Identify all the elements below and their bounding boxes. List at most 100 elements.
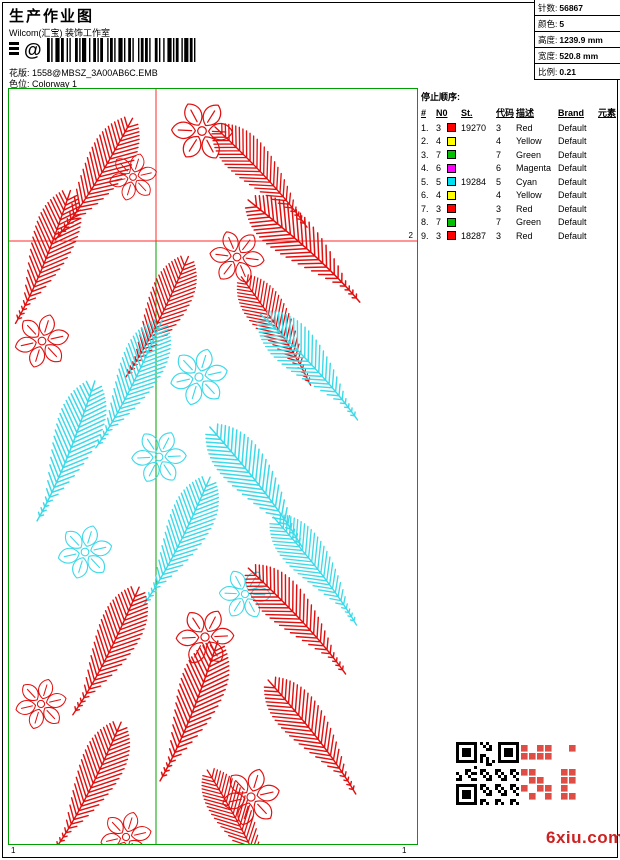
info-label: 针数: <box>538 3 558 13</box>
cell: 2. <box>421 136 429 147</box>
info-row: 颜色: 5 <box>535 16 620 32</box>
column-header: Brand <box>558 107 585 118</box>
flower-motif <box>15 679 67 729</box>
flower-motif <box>14 314 70 368</box>
studio-name: Wilcom(汇宝) 装饰工作室 <box>9 28 110 38</box>
column-header: 元素 <box>598 108 617 118</box>
design-area: 2 <box>0 88 418 860</box>
color-swatch <box>447 217 456 227</box>
cell: 3 <box>436 122 442 133</box>
color-swatch <box>447 204 456 214</box>
cell: Default <box>558 122 587 133</box>
colorway-value: Colorway 1 <box>32 79 78 89</box>
stop-row: 2. 4 4 Yellow Default <box>421 135 617 149</box>
cell: 18287 <box>461 230 487 241</box>
stop-title: 停止顺序: <box>421 92 460 102</box>
cell: Default <box>558 217 587 228</box>
feather-motif <box>235 549 357 694</box>
cell: Default <box>558 190 587 201</box>
info-value: 0.21 <box>559 67 576 77</box>
cell: Default <box>558 230 587 241</box>
info-row: 比例: 0.21 <box>535 64 620 80</box>
cell: 3 <box>496 230 502 241</box>
cell: Default <box>558 176 587 187</box>
flower-motif <box>127 426 191 488</box>
cell: Red <box>516 203 533 214</box>
cell: Green <box>516 217 542 228</box>
barcode <box>46 38 195 62</box>
cell: 19284 <box>461 176 487 187</box>
stop-table-header: # N0 St. 代码 描述 Brand 元素 <box>421 106 617 119</box>
pattern-label: 花版: <box>9 68 30 78</box>
info-value: 5 <box>559 19 565 29</box>
cell: 5 <box>436 176 442 187</box>
at-symbol: @ <box>24 39 42 60</box>
color-swatch <box>447 163 456 173</box>
flower-motif <box>57 525 113 579</box>
cell: 4 <box>436 190 442 201</box>
info-label: 宽度: <box>538 51 558 61</box>
cell: 6 <box>436 163 442 174</box>
stop-row: 1. 3 19270 3 Red Default <box>421 121 617 135</box>
cell: Default <box>558 136 587 147</box>
cell: 8. <box>421 217 429 228</box>
pattern-line: 花版: 1558@MBSZ_3A00AB6C.EMB <box>9 66 158 79</box>
qr-code <box>456 742 519 805</box>
cell: Yellow <box>516 136 542 147</box>
cell: 1. <box>421 122 429 133</box>
page-title: 生产作业图 <box>9 8 95 25</box>
cell: 3 <box>436 230 442 241</box>
cell: 7. <box>421 203 429 214</box>
stop-table-body: 1. 3 19270 3 Red Default 2. 4 4 Yellow Default 3. 7 7… <box>421 121 617 243</box>
feather-motif <box>115 468 237 613</box>
flower-motif <box>100 812 152 860</box>
cell: Default <box>558 149 587 160</box>
seal-stamp <box>521 745 576 800</box>
info-row: 针数: 56867 <box>535 0 620 16</box>
cell: Red <box>516 122 533 133</box>
info-panel: 针数: 56867 颜色: 5 高度: 1239.9 mm 宽度: 520.8 mm 比例: 0.… <box>534 0 620 80</box>
cell: 7 <box>496 217 502 228</box>
cell: 7 <box>436 217 442 228</box>
cell: 5 <box>496 176 502 187</box>
cell: Default <box>558 203 587 214</box>
marker-right: 2 <box>409 231 414 240</box>
stop-row: 6. 4 4 Yellow Default <box>421 189 617 203</box>
feather-motif <box>129 632 247 788</box>
info-label: 颜色: <box>538 19 558 29</box>
stop-sequence: 停止顺序: # N0 St. 代码 描述 Brand 元素 1. 3 19270 3 Red Defa… <box>421 90 617 243</box>
info-value: 1239.9 mm <box>559 35 603 45</box>
cell: 3 <box>496 203 502 214</box>
feather-motif <box>29 108 157 248</box>
barcode-row: @ <box>9 37 215 63</box>
watermark-site: 6xiu.com <box>546 828 620 847</box>
feather-motif <box>203 109 317 246</box>
stop-row: 9. 3 18287 3 Red Default <box>421 229 617 243</box>
color-swatch <box>447 136 456 146</box>
feather-motif <box>44 578 166 723</box>
column-header: 描述 <box>516 108 535 118</box>
cell: 4. <box>421 163 429 174</box>
flower-motif <box>170 348 228 406</box>
color-swatch <box>447 190 456 200</box>
pattern-value: 1558@MBSZ_3A00AB6C.EMB <box>32 68 158 78</box>
cell: Green <box>516 149 542 160</box>
cell: 4 <box>496 136 502 147</box>
cell: 3 <box>496 122 502 133</box>
cell: 6 <box>496 163 502 174</box>
column-header: 代码 <box>496 108 515 118</box>
feather-motif <box>0 182 98 331</box>
feather-motif <box>255 663 367 812</box>
logo-mark-icon <box>9 42 19 58</box>
colorway-line: 色位: Colorway 1 <box>9 77 77 90</box>
cell: Magenta <box>516 163 552 174</box>
cell: 6. <box>421 190 429 201</box>
color-swatch <box>447 150 456 160</box>
stop-row: 3. 7 7 Green Default <box>421 148 617 162</box>
info-row: 高度: 1239.9 mm <box>535 32 620 48</box>
cell: Yellow <box>516 190 542 201</box>
feather-motif <box>6 372 124 528</box>
cell: 9. <box>421 230 429 241</box>
colorway-label: 色位: <box>9 79 30 89</box>
info-value: 520.8 mm <box>559 51 599 61</box>
